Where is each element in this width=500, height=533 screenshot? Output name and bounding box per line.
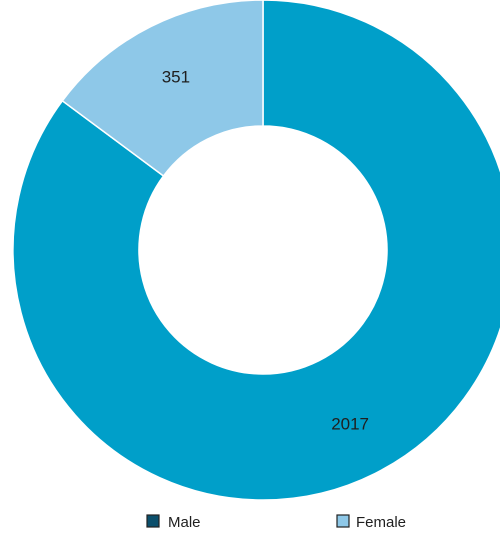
legend-swatch-female	[336, 514, 350, 528]
legend: Male Female	[146, 514, 406, 531]
data-label-female: 351	[162, 68, 190, 87]
legend-label-female: Female	[356, 514, 406, 531]
donut-slices	[12, 0, 500, 501]
donut-labels: 2017 351	[162, 68, 369, 434]
legend-label-male: Male	[168, 514, 201, 531]
data-label-male: 2017	[331, 414, 369, 433]
slice-female	[61, 0, 264, 178]
slice-male	[12, 0, 500, 501]
legend-swatch-male	[146, 514, 160, 528]
